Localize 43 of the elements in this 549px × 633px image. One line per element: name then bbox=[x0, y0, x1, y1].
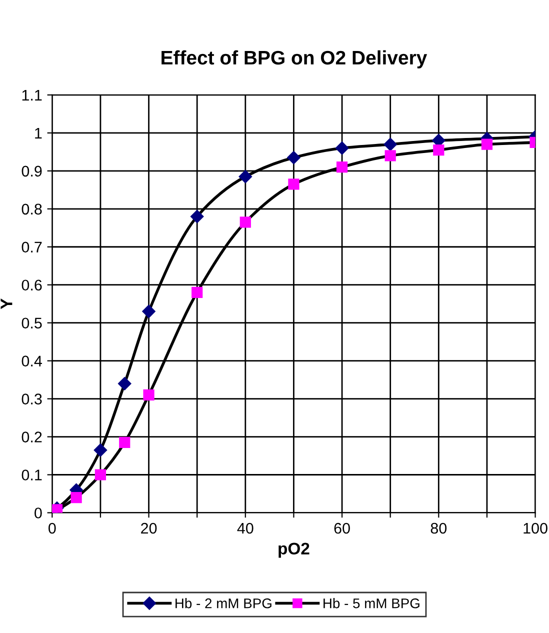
point bbox=[238, 170, 252, 184]
point bbox=[142, 304, 156, 318]
point bbox=[118, 377, 132, 390]
y-tick-label: 1 bbox=[35, 128, 42, 138]
point bbox=[240, 216, 251, 228]
point bbox=[433, 144, 444, 156]
y-axis-title: Y bbox=[0, 298, 12, 310]
chart-title: Effect of BPG on O2 Delivery bbox=[162, 50, 428, 68]
y-tick-label: 0.3 bbox=[22, 394, 42, 404]
y-tick-label: 0.5 bbox=[22, 318, 42, 329]
legend-label: Hb - 2 mM BPG bbox=[176, 598, 272, 608]
point bbox=[335, 142, 349, 155]
y-tick-label: 0.7 bbox=[22, 242, 42, 253]
y-tick-label: 1.1 bbox=[22, 90, 42, 100]
y-tick-label: 0.2 bbox=[22, 432, 42, 442]
y-tick-label: 0.9 bbox=[22, 166, 42, 177]
x-tick-label: 100 bbox=[524, 522, 548, 534]
point bbox=[288, 178, 300, 190]
point bbox=[52, 504, 63, 513]
point bbox=[190, 210, 204, 224]
point bbox=[384, 150, 396, 162]
y-tick-label: 0.1 bbox=[22, 470, 42, 480]
point bbox=[336, 162, 348, 173]
x-tick-label: 80 bbox=[430, 522, 447, 534]
y-tick-label: 0.6 bbox=[22, 280, 42, 291]
point bbox=[287, 151, 300, 164]
point bbox=[94, 469, 106, 480]
point bbox=[143, 389, 154, 401]
x-tick-label: 0 bbox=[48, 522, 56, 534]
legend-label: Hb - 5 mM BPG bbox=[324, 598, 420, 608]
x-tick-label: 60 bbox=[334, 522, 350, 534]
point bbox=[384, 138, 397, 151]
point bbox=[192, 286, 203, 298]
y-tick-label: 0 bbox=[34, 508, 42, 518]
point bbox=[70, 492, 82, 504]
x-axis-title: pO2 bbox=[278, 542, 310, 558]
x-tick-label: 40 bbox=[237, 522, 254, 534]
point bbox=[94, 443, 108, 457]
y-tick-label: 0.8 bbox=[22, 204, 42, 215]
point bbox=[119, 436, 130, 448]
y-tick-label: 0.4 bbox=[22, 356, 42, 366]
point bbox=[481, 138, 493, 150]
x-tick-label: 20 bbox=[141, 522, 157, 534]
